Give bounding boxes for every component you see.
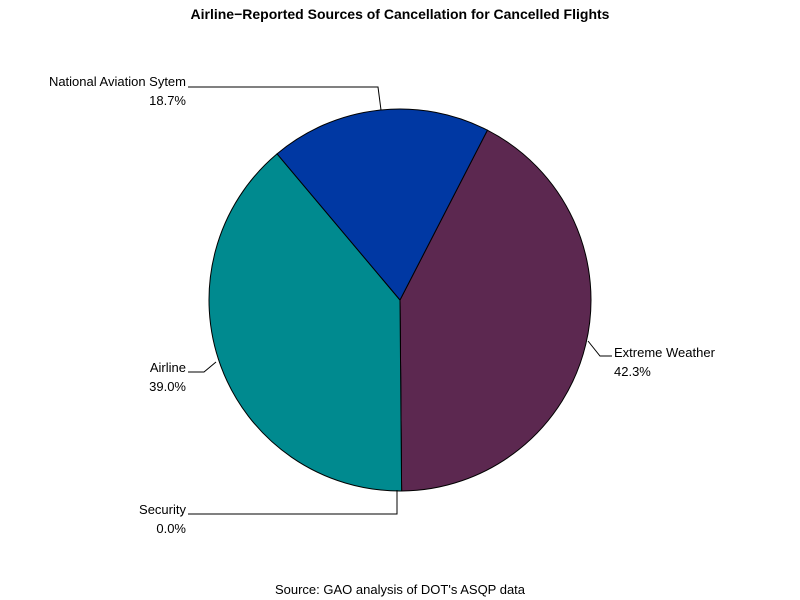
pie-slice-extreme-weather — [399, 129, 592, 492]
leader-line-airline — [188, 361, 217, 373]
slice-value-national-aviation-system: 18.7% — [149, 93, 186, 108]
slice-label-extreme-weather: Extreme Weather — [614, 345, 716, 360]
chart-title: Airline−Reported Sources of Cancellation… — [191, 6, 610, 22]
pie-slices — [208, 108, 592, 492]
pie-slice-airline — [208, 153, 403, 492]
leader-line-extreme-weather — [587, 340, 612, 357]
slice-label-airline: Airline — [150, 360, 186, 375]
slice-value-airline: 39.0% — [149, 379, 186, 394]
slice-value-security: 0.0% — [156, 521, 186, 536]
leader-line-national-aviation-system — [188, 86, 382, 111]
slice-label-national-aviation-system: National Aviation Sytem — [49, 74, 186, 89]
leader-line-security — [188, 490, 398, 515]
slice-value-extreme-weather: 42.3% — [614, 364, 651, 379]
pie-slice-national-aviation-sytem — [276, 108, 489, 301]
source-note: Source: GAO analysis of DOT's ASQP data — [275, 582, 526, 597]
slice-label-security: Security — [139, 502, 186, 517]
pie-labels: Extreme Weather 42.3% Security 0.0% Airl… — [49, 74, 716, 536]
